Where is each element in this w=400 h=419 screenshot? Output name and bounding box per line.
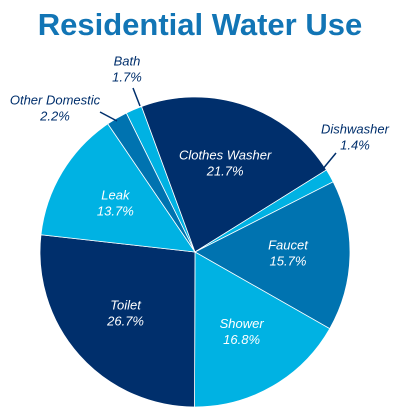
slice-value: 13.7% [97, 203, 134, 218]
slice-value: 1.4% [340, 137, 370, 152]
slice-value: 15.7% [270, 254, 307, 269]
slice-value: 1.7% [112, 69, 142, 84]
slice-label: Shower [220, 316, 265, 331]
slice-label: Dishwasher [321, 121, 390, 136]
slice-value: 21.7% [206, 163, 244, 178]
slice-value: 16.8% [223, 332, 260, 347]
pie-slice [141, 96, 328, 253]
leader-line [321, 152, 337, 171]
pie-slice [40, 123, 196, 253]
pie-slice [39, 234, 196, 408]
slice-label: Faucet [268, 238, 309, 253]
leader-line [132, 87, 141, 107]
chart-title: Residential Water Use [38, 7, 362, 42]
slice-label: Clothes Washer [179, 147, 272, 162]
slice-value: 2.2% [39, 108, 70, 123]
slice-label: Bath [114, 53, 141, 68]
pie-slice [194, 181, 351, 330]
pie-slice [194, 251, 331, 408]
slice-value: 26.7% [106, 313, 144, 328]
slice-label: Toilet [110, 297, 142, 312]
slice-label: Other Domestic [10, 92, 101, 107]
pie-slice [107, 112, 196, 253]
slice-label: Leak [101, 187, 131, 202]
leader-line [99, 111, 118, 122]
